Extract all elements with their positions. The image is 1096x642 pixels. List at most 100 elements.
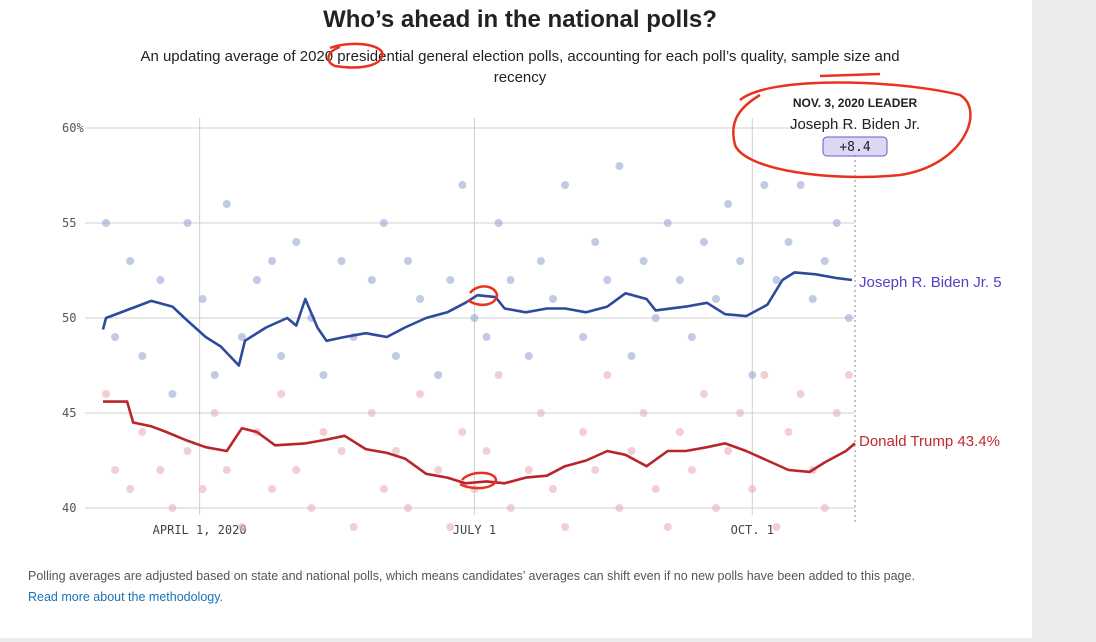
poll-dot [379, 219, 388, 227]
poll-dot [237, 333, 246, 341]
poll-dot [536, 257, 545, 265]
poll-dot [126, 257, 135, 265]
poll-dot [784, 428, 793, 436]
page-title: Who’s ahead in the national polls? [323, 6, 717, 33]
poll-dot [446, 276, 455, 284]
poll-dot [561, 181, 570, 189]
poll-dot [615, 162, 624, 170]
poll-dot [111, 466, 120, 474]
poll-dot [156, 466, 165, 474]
poll-dot [639, 409, 648, 417]
poll-dot [237, 523, 246, 531]
poll-dot [434, 466, 443, 474]
poll-dot [712, 295, 721, 303]
poll-dot [416, 390, 425, 398]
poll-dot [548, 295, 557, 303]
poll-dot [820, 257, 829, 265]
poll-dot [210, 409, 219, 417]
poll-dot [222, 200, 231, 208]
poll-dot [168, 504, 177, 512]
poll-dot [603, 371, 612, 379]
leader-name: Joseph R. Biden Jr. [790, 116, 920, 133]
poll-dot [772, 276, 781, 284]
poll-dot [367, 409, 376, 417]
poll-dot [138, 352, 147, 360]
poll-dot [663, 219, 672, 227]
poll-dot [724, 200, 733, 208]
average-line-joseph-r-biden-jr- [101, 271, 853, 367]
poll-dot [748, 371, 757, 379]
poll-dot [579, 428, 588, 436]
poll-dot [482, 333, 491, 341]
leader-margin: +8.4 [839, 140, 870, 155]
poll-dot [337, 257, 346, 265]
poll-dot [675, 276, 684, 284]
poll-dot [379, 485, 388, 493]
grid: 60% 55 50 45 40 APRIL 1, 2020 JULY 1 OCT. 1 [62, 118, 855, 537]
poll-dot [772, 523, 781, 531]
poll-dots [102, 162, 853, 531]
poll-dot [639, 257, 648, 265]
poll-dot [307, 504, 316, 512]
poll-dot [651, 314, 660, 322]
poll-dot [111, 333, 120, 341]
poll-dot [699, 390, 708, 398]
poll-dot [796, 390, 805, 398]
poll-dot [210, 371, 219, 379]
poll-dot [627, 447, 636, 455]
poll-dot [687, 466, 696, 474]
y-tick-label: 55 [62, 216, 76, 230]
poll-dot [651, 485, 660, 493]
biden-end-label: Joseph R. Biden Jr. 5 [859, 274, 1002, 291]
poll-dot [198, 485, 207, 493]
poll-dot [183, 219, 192, 227]
poll-dot [494, 371, 503, 379]
poll-dot [168, 390, 177, 398]
chart-panel [0, 0, 1032, 638]
y-tick-label: 45 [62, 406, 76, 420]
poll-dot [253, 276, 261, 284]
y-tick-label: 60% [62, 121, 84, 135]
poll-dot [784, 238, 793, 246]
poll-dot [796, 181, 805, 189]
leader-heading: NOV. 3, 2020 LEADER [793, 96, 918, 110]
poll-dot [844, 314, 853, 322]
poll-dot [268, 485, 277, 493]
poll-dot [724, 447, 733, 455]
poll-dot [536, 409, 545, 417]
poll-dot [736, 257, 745, 265]
poll-dot [198, 295, 207, 303]
poll-dot [760, 371, 769, 379]
poll-dot [458, 181, 467, 189]
poll-dot [183, 447, 192, 455]
poll-dot [292, 466, 301, 474]
poll-dot [337, 447, 346, 455]
poll-dot [808, 295, 817, 303]
poll-dot [126, 485, 135, 493]
poll-dot [548, 485, 557, 493]
x-tick-label: OCT. 1 [731, 523, 774, 537]
poll-dot [222, 466, 231, 474]
poll-dot [138, 428, 147, 436]
average-line-donald-trump [102, 400, 856, 485]
poll-dot [699, 238, 708, 246]
poll-dot [591, 238, 600, 246]
poll-dot [102, 390, 110, 398]
poll-dot [404, 504, 412, 512]
poll-dot [446, 523, 455, 531]
poll-dot [458, 428, 467, 436]
poll-dot [591, 466, 600, 474]
poll-dot [416, 295, 425, 303]
poll-dot [561, 523, 570, 531]
poll-dot [482, 447, 491, 455]
methodology-link[interactable]: Read more about the methodology. [28, 590, 224, 604]
x-tick-label: APRIL 1, 2020 [153, 523, 247, 537]
poll-dot [615, 504, 624, 512]
poll-dot [319, 371, 328, 379]
poll-dot [268, 257, 277, 265]
poll-dot [404, 257, 412, 265]
poll-dot [277, 390, 286, 398]
poll-dot [579, 333, 588, 341]
poll-dot [156, 276, 165, 284]
